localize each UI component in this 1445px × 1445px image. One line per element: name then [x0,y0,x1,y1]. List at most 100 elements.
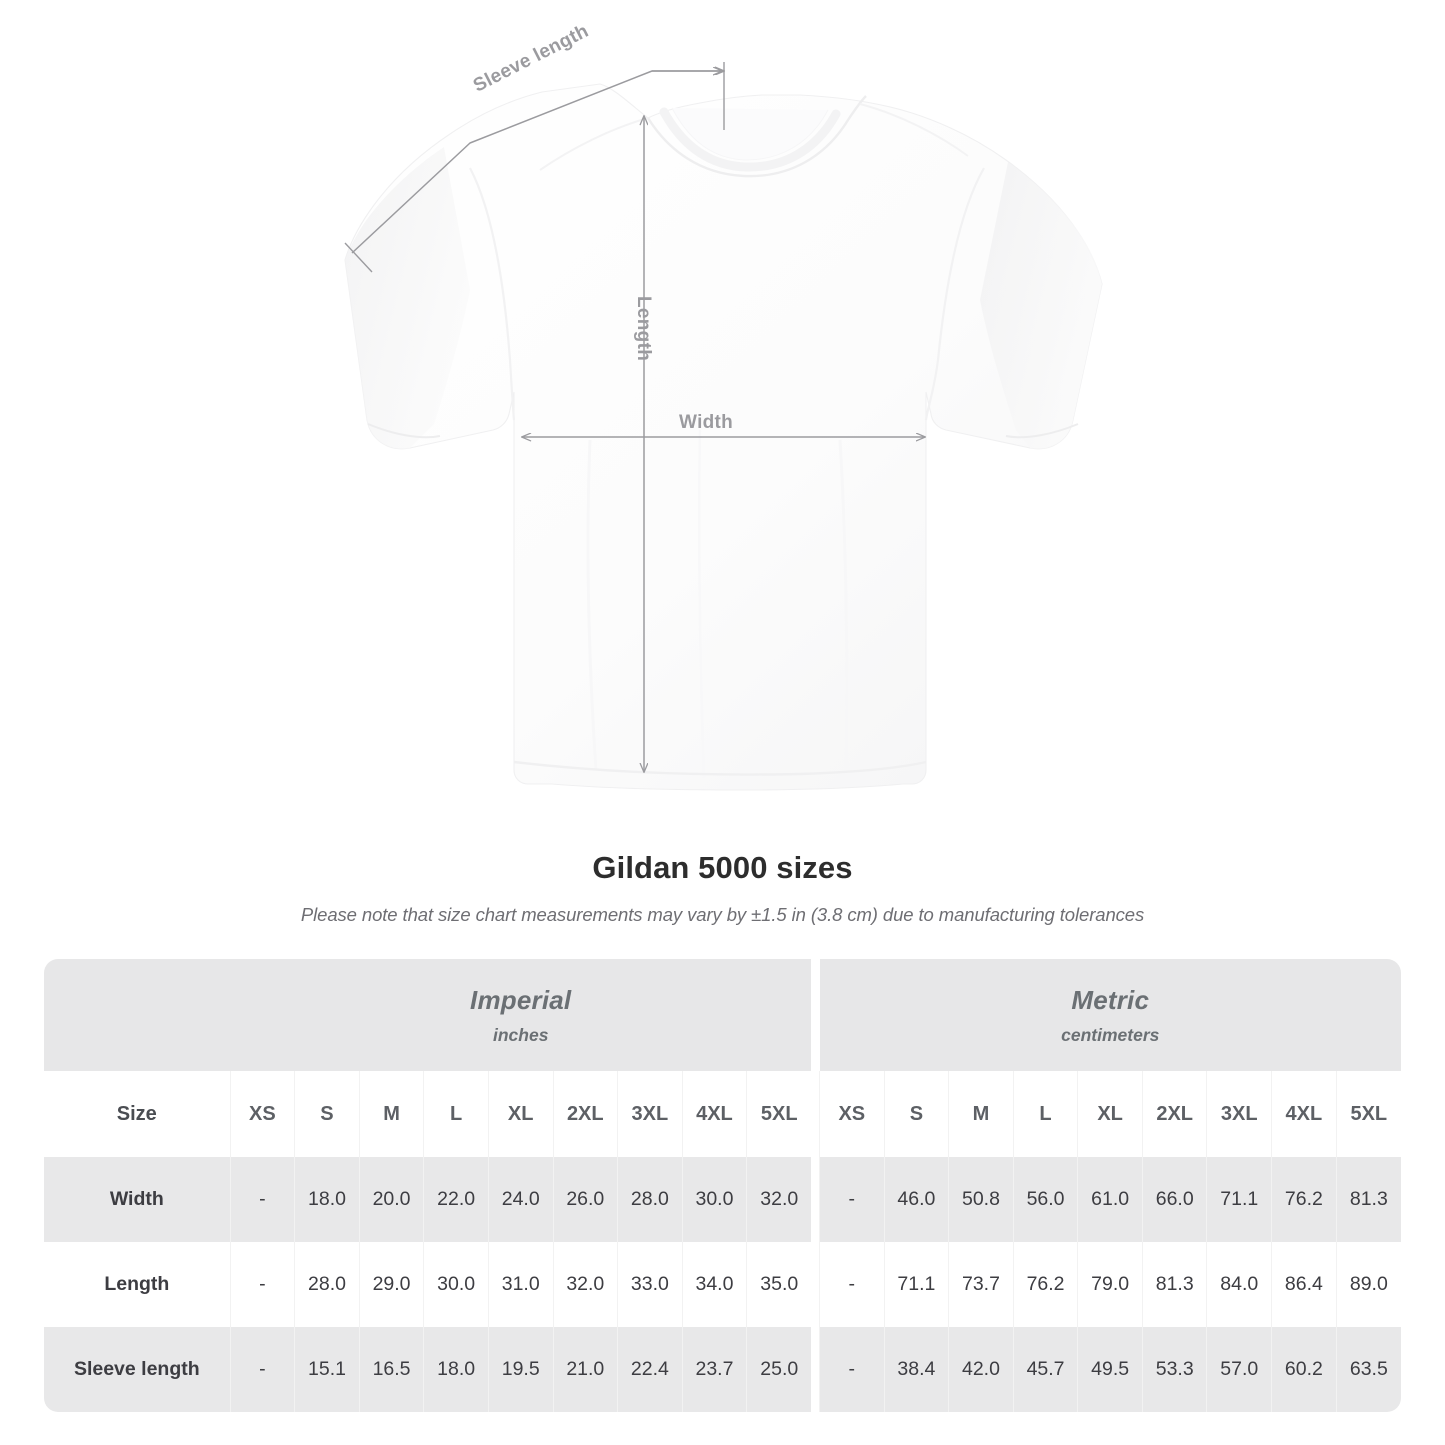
cell-metric-length-2XL: 81.3 [1141,1242,1207,1327]
size-header-metric-5XL: 5XL [1335,1071,1401,1157]
unit-imperial-name: Imperial [470,984,572,1015]
cell-imperial-length-XL: 31.0 [487,1242,553,1327]
size-header-metric-XS: XS [819,1071,885,1157]
tshirt-diagram: Sleeve length Length Width [344,21,1103,791]
cell-gap [811,1327,820,1412]
cell-imperial-sleeve-length-5XL: 25.0 [746,1327,812,1412]
tshirt-illustration [344,62,1103,791]
table-row: Width -18.0 20.0 22.0 24.0 26.0 28.0 30.0 32.0-4… [44,1157,1401,1242]
cell-metric-sleeve-length-S: 38.4 [883,1327,949,1412]
row-header-sleeve-length: Sleeve length [44,1327,231,1412]
cell-metric-sleeve-length-L: 45.7 [1012,1327,1078,1412]
size-column-header: Size [44,1071,231,1157]
unit-imperial-header: Imperial inches [230,959,812,1071]
width-label: Width [679,412,734,433]
size-header-imperial-S: S [294,1071,360,1157]
unit-metric-unit: centimeters [1061,1024,1160,1045]
size-header-imperial-L: L [423,1071,489,1157]
cell-imperial-width-3XL: 28.0 [617,1157,683,1242]
cell-metric-sleeve-length-2XL: 53.3 [1141,1327,1207,1412]
cell-metric-sleeve-length-M: 42.0 [948,1327,1014,1412]
size-header-imperial-XL: XL [487,1071,553,1157]
cell-imperial-length-4XL: 34.0 [681,1242,747,1327]
size-header-metric-4XL: 4XL [1271,1071,1337,1157]
cell-metric-length-XL: 79.0 [1077,1242,1143,1327]
cell-imperial-width-5XL: 32.0 [746,1157,812,1242]
length-label: Length [633,296,654,362]
size-header-imperial-M: M [358,1071,424,1157]
size-header-gap [811,1071,820,1157]
table-row: Length -28.0 29.0 30.0 31.0 32.0 33.0 34.0 35.0-… [44,1242,1401,1327]
cell-imperial-width-M: 20.0 [358,1157,424,1242]
size-header-metric-XL: XL [1077,1071,1143,1157]
cell-imperial-width-L: 22.0 [423,1157,489,1242]
cell-metric-sleeve-length-XS: - [819,1327,885,1412]
cell-imperial-length-M: 29.0 [358,1242,424,1327]
size-header-imperial-XS: XS [229,1071,295,1157]
cell-metric-length-L: 76.2 [1012,1242,1078,1327]
cell-metric-length-5XL: 89.0 [1335,1242,1401,1327]
size-header-imperial-3XL: 3XL [617,1071,683,1157]
cell-imperial-length-5XL: 35.0 [746,1242,812,1327]
cell-metric-length-M: 73.7 [948,1242,1014,1327]
cell-imperial-length-XS: - [229,1242,295,1327]
cell-imperial-width-S: 18.0 [294,1157,360,1242]
size-header-imperial-2XL: 2XL [552,1071,618,1157]
size-header-metric-M: M [948,1071,1014,1157]
cell-imperial-width-XS: - [229,1157,295,1242]
unit-metric-name: Metric [1071,984,1150,1015]
unit-band-row: Imperial inches Metric centimeters [44,959,1401,1071]
cell-metric-width-5XL: 81.3 [1335,1157,1401,1242]
cell-metric-sleeve-length-3XL: 57.0 [1206,1327,1272,1412]
size-header-metric-L: L [1012,1071,1078,1157]
cell-gap [811,1157,820,1242]
cell-metric-width-3XL: 71.1 [1206,1157,1272,1242]
cell-metric-width-L: 56.0 [1012,1157,1078,1242]
cell-metric-length-4XL: 86.4 [1271,1242,1337,1327]
cell-metric-width-S: 46.0 [883,1157,949,1242]
size-header-imperial-4XL: 4XL [681,1071,747,1157]
cell-metric-width-M: 50.8 [948,1157,1014,1242]
cell-imperial-sleeve-length-L: 18.0 [423,1327,489,1412]
cell-imperial-length-S: 28.0 [294,1242,360,1327]
size-header-metric-S: S [883,1071,949,1157]
cell-metric-width-XS: - [819,1157,885,1242]
cell-imperial-sleeve-length-4XL: 23.7 [681,1327,747,1412]
measurement-arrows [344,62,925,772]
cell-metric-width-4XL: 76.2 [1271,1157,1337,1242]
page-title: Gildan 5000 sizes [592,850,853,885]
cell-imperial-width-4XL: 30.0 [681,1157,747,1242]
cell-imperial-sleeve-length-XS: - [229,1327,295,1412]
row-header-width: Width [44,1157,231,1242]
cell-imperial-length-3XL: 33.0 [617,1242,683,1327]
cell-imperial-length-2XL: 32.0 [552,1242,618,1327]
size-header-metric-3XL: 3XL [1206,1071,1272,1157]
table-row: Sleeve length -15.1 16.5 18.0 19.5 21.0 22.4 23… [44,1327,1401,1412]
cell-imperial-width-2XL: 26.0 [552,1157,618,1242]
unit-band-corner [44,959,231,1071]
cell-metric-width-XL: 61.0 [1077,1157,1143,1242]
unit-imperial-unit: inches [492,1024,549,1045]
cell-metric-sleeve-length-4XL: 60.2 [1271,1327,1337,1412]
cell-metric-width-2XL: 66.0 [1141,1157,1207,1242]
cell-metric-length-S: 71.1 [883,1242,949,1327]
size-chart-table: Imperial inches Metric centimeters Size X… [44,959,1401,1412]
cell-imperial-sleeve-length-S: 15.1 [294,1327,360,1412]
cell-imperial-sleeve-length-M: 16.5 [358,1327,424,1412]
cell-metric-length-XS: - [819,1242,885,1327]
cell-metric-sleeve-length-XL: 49.5 [1077,1327,1143,1412]
size-header-metric-2XL: 2XL [1141,1071,1207,1157]
cell-metric-length-3XL: 84.0 [1206,1242,1272,1327]
cell-imperial-sleeve-length-3XL: 22.4 [617,1327,683,1412]
cell-imperial-sleeve-length-XL: 19.5 [487,1327,553,1412]
cell-imperial-sleeve-length-2XL: 21.0 [552,1327,618,1412]
tolerance-note: Please note that size chart measurements… [300,904,1145,925]
row-header-length: Length [44,1242,231,1327]
size-header-row: Size XS S M L XL 2XL 3XL 4XL 5XL XS S M L XL 2XL 3XL 4XL 5… [44,1071,1401,1157]
size-chart-table-wrap: Imperial inches Metric centimeters Size X… [44,959,1401,1412]
unit-band-gap [811,959,820,1071]
title-block: Gildan 5000 sizes Please note that size … [0,850,1445,926]
cell-imperial-length-L: 30.0 [423,1242,489,1327]
unit-metric-header: Metric centimeters [819,959,1401,1071]
cell-metric-sleeve-length-5XL: 63.5 [1335,1327,1401,1412]
